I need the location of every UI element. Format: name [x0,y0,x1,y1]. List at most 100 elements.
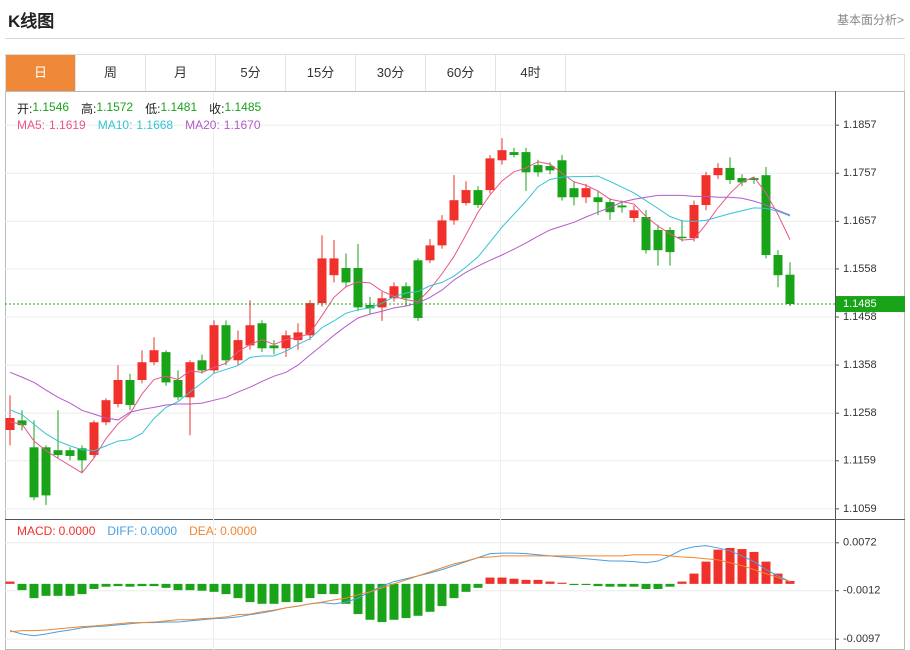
legend-label: 高: [81,102,97,116]
candle-body [317,258,327,304]
candle-body [545,166,555,171]
macd-bar [197,583,207,591]
candle-body [101,400,111,423]
legend-value: 1.1670 [223,118,261,132]
candle-body [593,197,603,203]
legend-value: 1.1619 [49,118,86,132]
candle-body [629,210,639,218]
candle-body [137,362,147,381]
macd-bar [77,583,87,595]
legend-value: 1.1481 [160,100,198,114]
legend-value: 1.1572 [96,100,134,114]
candle-body [737,178,747,183]
last-price-box [836,296,905,313]
macd-bar [209,583,219,592]
macd-bar [521,579,531,584]
macd-bar [113,583,123,587]
macd-bar [437,583,447,607]
macd-bar [701,561,711,584]
legend-label: 低: [145,102,161,116]
macd-bar [353,583,363,615]
candle-body [665,229,675,253]
candle-body [413,260,423,318]
period-tab[interactable]: 周 [76,55,146,91]
candle-body [761,175,771,255]
candle-body [17,420,27,426]
candle-body [449,200,459,221]
fundamental-link[interactable]: 基本面分析> [836,13,904,27]
candle-body [497,150,507,161]
candle-body [725,167,735,180]
candle-body [341,267,351,283]
candle-body [353,267,363,308]
period-tab[interactable]: 60分 [426,55,496,91]
macd-bar [29,583,39,599]
candle-body [473,190,483,205]
y-tick-label: 0.0072 [843,537,877,549]
legend-label: MACD: [17,524,56,538]
candle-body [581,188,591,198]
macd-bar [737,549,747,584]
candle-body [365,305,375,309]
candle-body [53,450,63,456]
macd-bar [545,581,555,584]
candle-body [197,360,207,371]
legend-value: 0.0000 [58,524,96,538]
candle-body [533,165,543,173]
candle-body [161,352,171,383]
legend-value: 1.1668 [136,118,174,132]
moving-average-line [9,161,791,474]
macd-bar [509,578,519,584]
period-tab[interactable]: 日 [6,55,76,91]
legend-label: DIFF: [107,524,138,538]
separator [5,38,905,39]
candle-body [41,447,51,496]
y-tick-label: 1.1458 [843,311,877,323]
period-tab[interactable]: 30分 [356,55,426,91]
macd-bar [317,583,327,595]
macd-bar [461,583,471,592]
y-tick-label: 1.1159 [843,455,876,467]
y-tick-label: 1.1258 [843,407,877,419]
macd-bar [341,583,351,604]
macd-bar [245,583,255,603]
y-tick-label: 1.1358 [843,359,877,371]
macd-bar [773,573,783,584]
macd-bar [89,583,99,589]
legend-value: 0.0000 [220,524,257,538]
period-tab[interactable]: 5分 [216,55,286,91]
macd-bar [617,583,627,587]
macd-bar [101,583,111,587]
macd-bar [665,583,675,587]
ohlc-legend: 开: 1.1546 高: 1.1572 低: 1.1481 收: 1.1485 [17,100,273,117]
macd-bar [533,579,543,584]
moving-average-line [9,175,791,452]
legend-value: 1.1546 [32,100,70,114]
period-tab[interactable]: 4时 [496,55,566,91]
period-tabs: 日周月 5分 15分 30分 60分 4时 [5,54,905,92]
candle-body [641,217,651,251]
macd-bar [17,583,27,591]
candle-body [617,205,627,208]
y-tick-label: 1.1757 [843,167,877,179]
macd-bar [137,583,147,587]
period-tab[interactable]: 15分 [286,55,356,91]
period-tab[interactable]: 月 [146,55,216,91]
last-price-label: 1.1485 [843,298,877,310]
moving-average-line [9,194,791,421]
candle-body [29,447,39,498]
candle-body [749,178,759,180]
macd-bar [149,583,159,587]
macd-bar [629,583,639,587]
macd-bar [557,582,567,584]
candle-body [77,448,87,461]
macd-bar [761,561,771,584]
macd-bar [65,583,75,596]
candle-body [677,236,687,239]
macd-bar [593,583,603,587]
macd-bar [689,573,699,584]
ma-legend: MA5: 1.1619 MA10: 1.1668 MA20: 1.1670 [17,118,273,132]
macd-bar [269,583,279,604]
y-tick-label: -0.0012 [843,585,880,597]
candle-body [425,245,435,261]
